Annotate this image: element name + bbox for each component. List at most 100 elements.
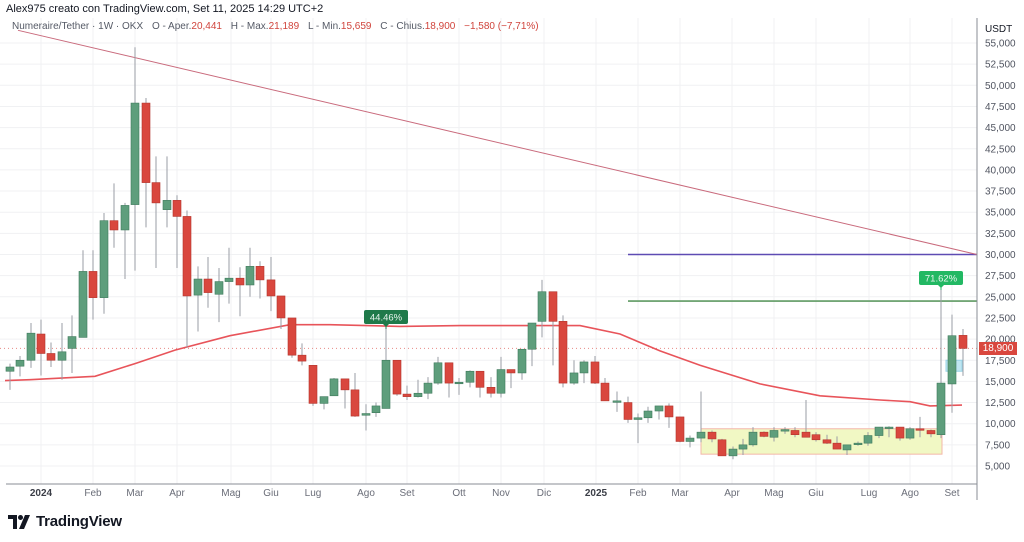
candle[interactable] — [905, 427, 915, 440]
candle[interactable] — [738, 438, 748, 456]
candle[interactable] — [26, 323, 36, 368]
candle[interactable] — [558, 315, 568, 388]
candle[interactable] — [120, 202, 130, 280]
candle[interactable] — [874, 426, 884, 439]
candle[interactable] — [46, 342, 56, 368]
candle[interactable] — [517, 348, 527, 380]
candle[interactable] — [506, 369, 516, 389]
candle[interactable] — [842, 444, 852, 456]
candle[interactable] — [600, 378, 610, 402]
candle[interactable] — [811, 432, 821, 442]
candle[interactable] — [371, 402, 381, 417]
candle[interactable] — [947, 314, 957, 413]
candle[interactable] — [141, 97, 151, 228]
candle[interactable] — [675, 416, 685, 443]
candle[interactable] — [203, 257, 213, 308]
candle[interactable] — [182, 210, 192, 348]
candle[interactable] — [5, 363, 15, 390]
candle[interactable] — [99, 213, 109, 314]
tradingview-branding[interactable]: TradingView — [8, 513, 122, 530]
candle[interactable] — [696, 391, 706, 443]
candle[interactable] — [926, 429, 936, 438]
candle[interactable] — [224, 247, 234, 304]
candle[interactable] — [381, 328, 391, 409]
candle[interactable] — [308, 365, 318, 406]
candle[interactable] — [664, 403, 674, 428]
gain-label-71[interactable]: 71.62% — [919, 271, 963, 291]
candle[interactable] — [193, 266, 203, 332]
candle[interactable] — [465, 370, 475, 388]
candle[interactable] — [276, 295, 286, 329]
candle[interactable] — [67, 315, 77, 373]
candle[interactable] — [340, 378, 350, 409]
candle[interactable] — [612, 391, 622, 412]
candle[interactable] — [936, 290, 946, 439]
candle[interactable] — [36, 319, 46, 376]
candle[interactable] — [297, 343, 307, 366]
candle[interactable] — [895, 426, 905, 441]
candle[interactable] — [853, 441, 863, 446]
candle[interactable] — [130, 47, 140, 271]
candle[interactable] — [801, 400, 811, 438]
candle[interactable] — [569, 360, 579, 385]
candle[interactable] — [402, 385, 412, 401]
candle[interactable] — [15, 356, 25, 377]
candle[interactable] — [475, 370, 485, 398]
candle[interactable] — [172, 195, 182, 269]
candle[interactable] — [958, 329, 968, 376]
candle[interactable] — [392, 359, 402, 396]
candle[interactable] — [423, 377, 433, 400]
candle[interactable] — [350, 372, 360, 417]
candle[interactable] — [266, 257, 276, 312]
candle[interactable] — [287, 317, 297, 358]
candle[interactable] — [235, 267, 245, 317]
candle[interactable] — [643, 406, 653, 423]
candle[interactable] — [717, 438, 727, 457]
candle[interactable] — [780, 427, 790, 434]
candle[interactable] — [527, 322, 537, 367]
candle[interactable] — [790, 427, 800, 438]
candle[interactable] — [433, 356, 443, 385]
candle[interactable] — [361, 404, 371, 431]
candle[interactable] — [884, 426, 894, 438]
candle[interactable] — [245, 247, 255, 297]
candle[interactable] — [255, 261, 265, 299]
candle[interactable] — [832, 436, 842, 450]
candle[interactable] — [633, 413, 643, 444]
candle[interactable] — [78, 250, 88, 338]
symbol-name[interactable]: Numeraire/Tether · 1W · OKX — [12, 21, 144, 32]
time-axis-labels[interactable]: 2024 Feb Mar Apr Mag Giu Lug Ago Set Ott Nov Dic 202… — [30, 488, 960, 499]
candle[interactable] — [537, 279, 547, 338]
descending-trendline[interactable] — [17, 29, 978, 255]
candle[interactable] — [654, 405, 664, 420]
candle[interactable] — [863, 432, 873, 446]
candle[interactable] — [707, 430, 717, 443]
candle[interactable] — [214, 268, 224, 323]
candle[interactable] — [590, 356, 600, 384]
candle[interactable] — [685, 435, 695, 448]
candle[interactable] — [329, 378, 339, 397]
gain-label-44[interactable]: 44.46% — [364, 309, 408, 329]
price-axis-labels[interactable]: 5,000 7,500 10,000 12,500 15,000 17,500 20,000… — [985, 39, 1016, 473]
candle[interactable] — [579, 360, 589, 384]
candle[interactable] — [748, 427, 758, 447]
candle[interactable] — [769, 427, 779, 442]
candle[interactable] — [162, 156, 172, 228]
candle[interactable] — [623, 396, 633, 423]
candle[interactable] — [319, 396, 329, 410]
candle[interactable] — [151, 156, 161, 269]
candle[interactable] — [444, 362, 454, 398]
candle[interactable] — [109, 183, 119, 248]
candle[interactable] — [486, 377, 496, 398]
candle[interactable] — [728, 446, 738, 460]
candle[interactable] — [915, 416, 925, 438]
candle[interactable] — [413, 379, 423, 398]
candle[interactable] — [88, 250, 98, 320]
candle[interactable] — [822, 434, 832, 445]
candle[interactable] — [57, 323, 67, 380]
candle[interactable] — [548, 291, 558, 366]
candle[interactable] — [496, 356, 506, 398]
candle[interactable] — [454, 378, 464, 395]
candle[interactable] — [759, 431, 769, 438]
